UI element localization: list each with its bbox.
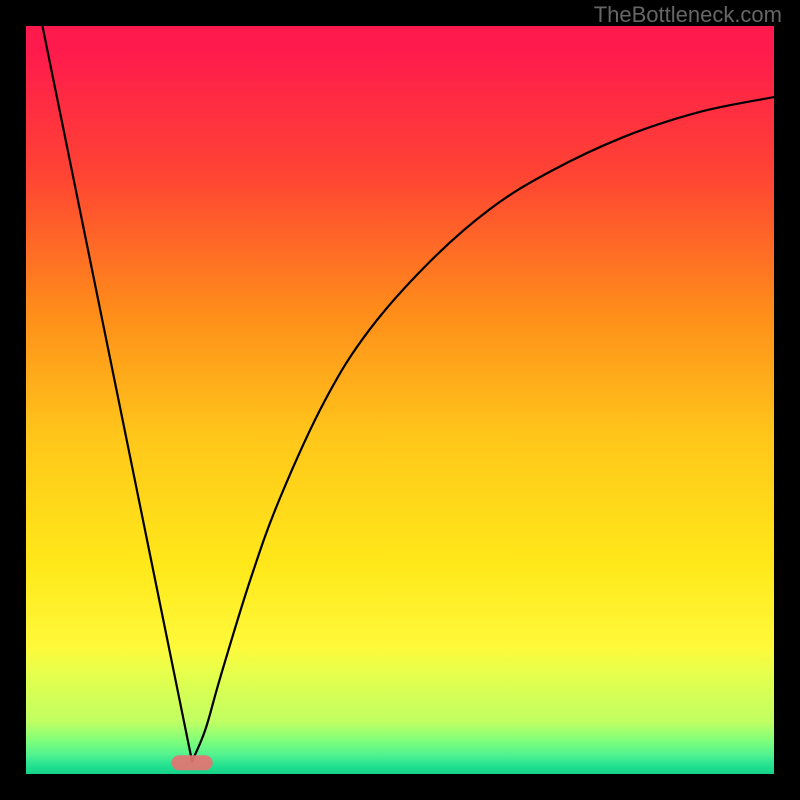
bottleneck-chart [0, 0, 800, 800]
chart-background [26, 26, 774, 774]
attribution-label: TheBottleneck.com [594, 2, 782, 28]
chart-container: TheBottleneck.com [0, 0, 800, 800]
optimal-marker [171, 755, 212, 770]
